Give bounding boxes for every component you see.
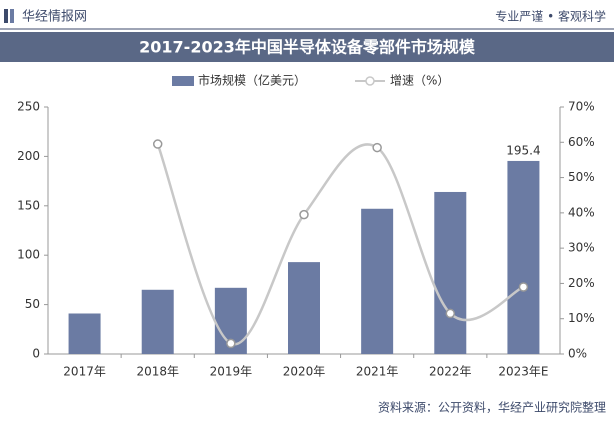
- data-label: 195.4: [506, 143, 540, 157]
- bar: [361, 208, 394, 354]
- x-tick-label: 2020年: [283, 365, 326, 379]
- chart-title: 2017-2023年中国半导体设备零部件市场规模: [139, 38, 476, 57]
- source: 资料来源：公开资料，华经产业研究院整理: [378, 400, 606, 415]
- y-tick-label: 100: [17, 248, 40, 262]
- legend-label: 市场规模（亿美元）: [198, 73, 306, 88]
- x-tick-label: 2017年: [63, 365, 106, 379]
- line-point: [518, 282, 529, 292]
- line-point: [299, 209, 309, 220]
- title-bar: [0, 32, 614, 62]
- line-point: [445, 308, 456, 319]
- y2-tick-label: 50%: [568, 170, 595, 184]
- x-tick-label: 2019年: [210, 365, 253, 379]
- bar: [141, 289, 174, 354]
- y-tick-label: 200: [17, 149, 40, 163]
- y-tick-label: 0: [32, 347, 40, 361]
- bar: [68, 313, 101, 354]
- x-tick-label: 2018年: [136, 365, 179, 379]
- slogan: 专业严谨 • 客观科学: [495, 9, 606, 24]
- legend-swatch: [172, 76, 194, 86]
- y-tick-label: 250: [17, 100, 40, 114]
- legend-label: 增速（%）: [390, 74, 449, 88]
- bar: [507, 160, 540, 354]
- x-tick-label: 2021年: [356, 365, 399, 379]
- y2-tick-label: 0%: [568, 347, 587, 361]
- bar: [288, 262, 320, 354]
- y-tick-label: 50: [25, 297, 40, 311]
- x-tick-label: 2023年E: [498, 365, 548, 379]
- y2-tick-label: 40%: [568, 205, 595, 219]
- logo: [4, 9, 8, 23]
- line-point: [226, 338, 236, 349]
- line-point: [152, 139, 163, 149]
- x-tick-label: 2022年: [429, 365, 472, 379]
- y2-tick-label: 10%: [568, 311, 595, 325]
- y2-tick-label: 30%: [568, 241, 595, 255]
- y-tick-label: 150: [17, 198, 40, 212]
- y2-tick-label: 60%: [568, 135, 595, 149]
- y2-tick-label: 70%: [568, 100, 595, 114]
- line: [156, 143, 524, 346]
- brand: 华经情报网: [22, 10, 87, 25]
- logo: [10, 9, 14, 23]
- y2-tick-label: 20%: [568, 276, 595, 290]
- legend-swatch: [365, 76, 375, 86]
- bar: [434, 191, 467, 354]
- line-point: [372, 142, 382, 153]
